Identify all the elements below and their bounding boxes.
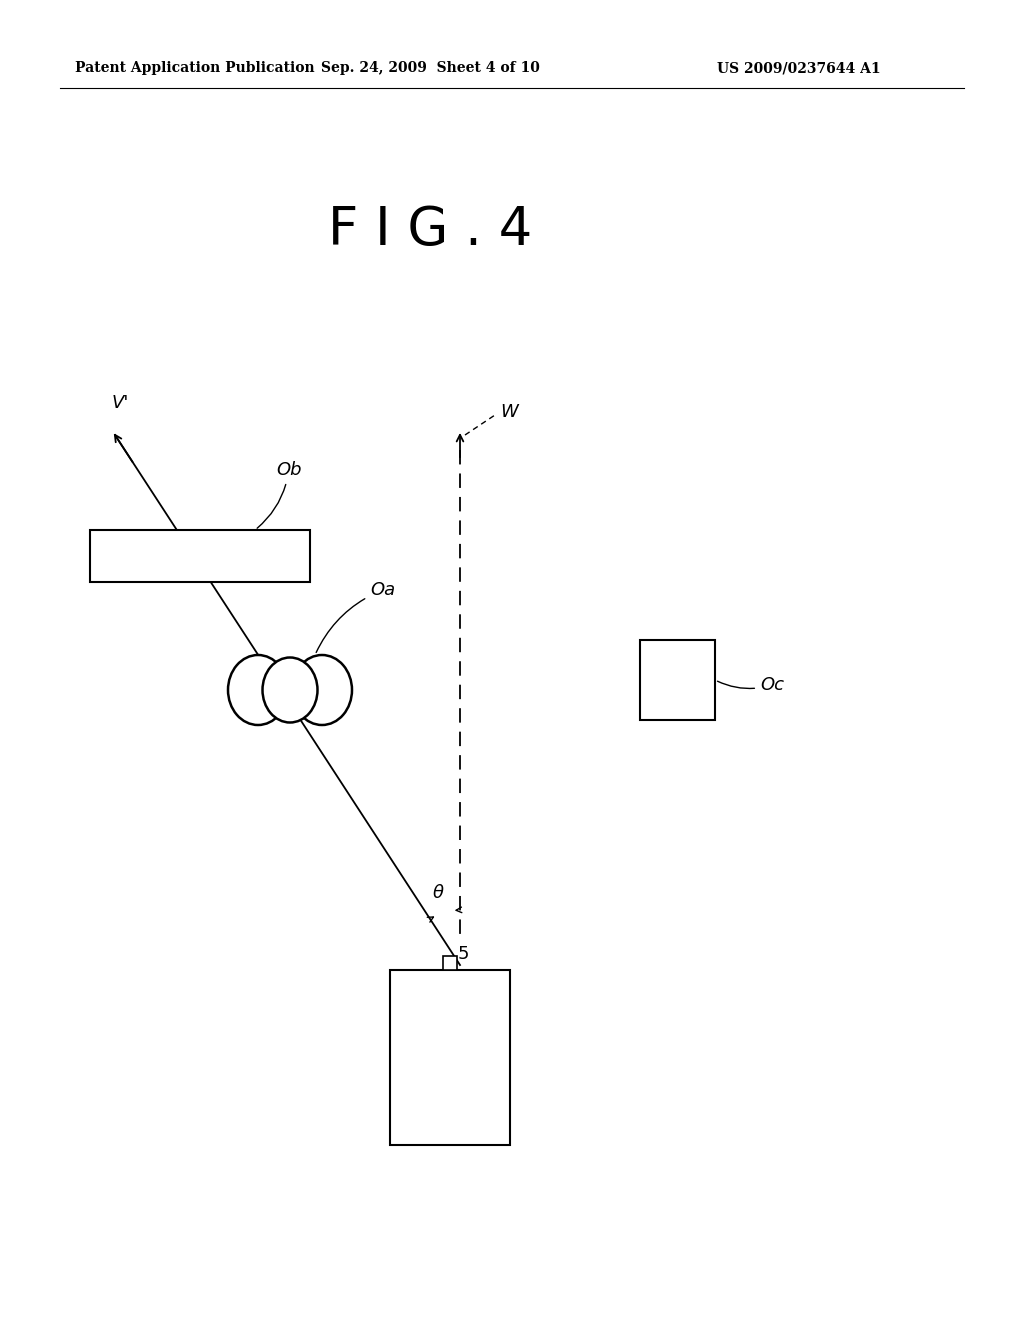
Text: 5: 5 (458, 945, 469, 964)
Ellipse shape (228, 655, 288, 725)
Text: F I G . 4: F I G . 4 (328, 205, 532, 256)
Text: $\theta$: $\theta$ (432, 884, 445, 902)
Text: Oc: Oc (718, 676, 784, 694)
Bar (90, 531, 310, 582)
Ellipse shape (292, 655, 352, 725)
Bar (443, 956, 457, 970)
Text: V': V' (112, 395, 129, 412)
Text: Ob: Ob (257, 461, 301, 528)
Text: Oa: Oa (316, 581, 395, 652)
Bar (640, 640, 715, 719)
Text: W: W (500, 403, 518, 421)
Ellipse shape (262, 657, 317, 722)
Text: US 2009/0237644 A1: US 2009/0237644 A1 (717, 61, 881, 75)
Text: Patent Application Publication: Patent Application Publication (75, 61, 314, 75)
Text: Sep. 24, 2009  Sheet 4 of 10: Sep. 24, 2009 Sheet 4 of 10 (321, 61, 540, 75)
Bar (390, 970, 510, 1144)
